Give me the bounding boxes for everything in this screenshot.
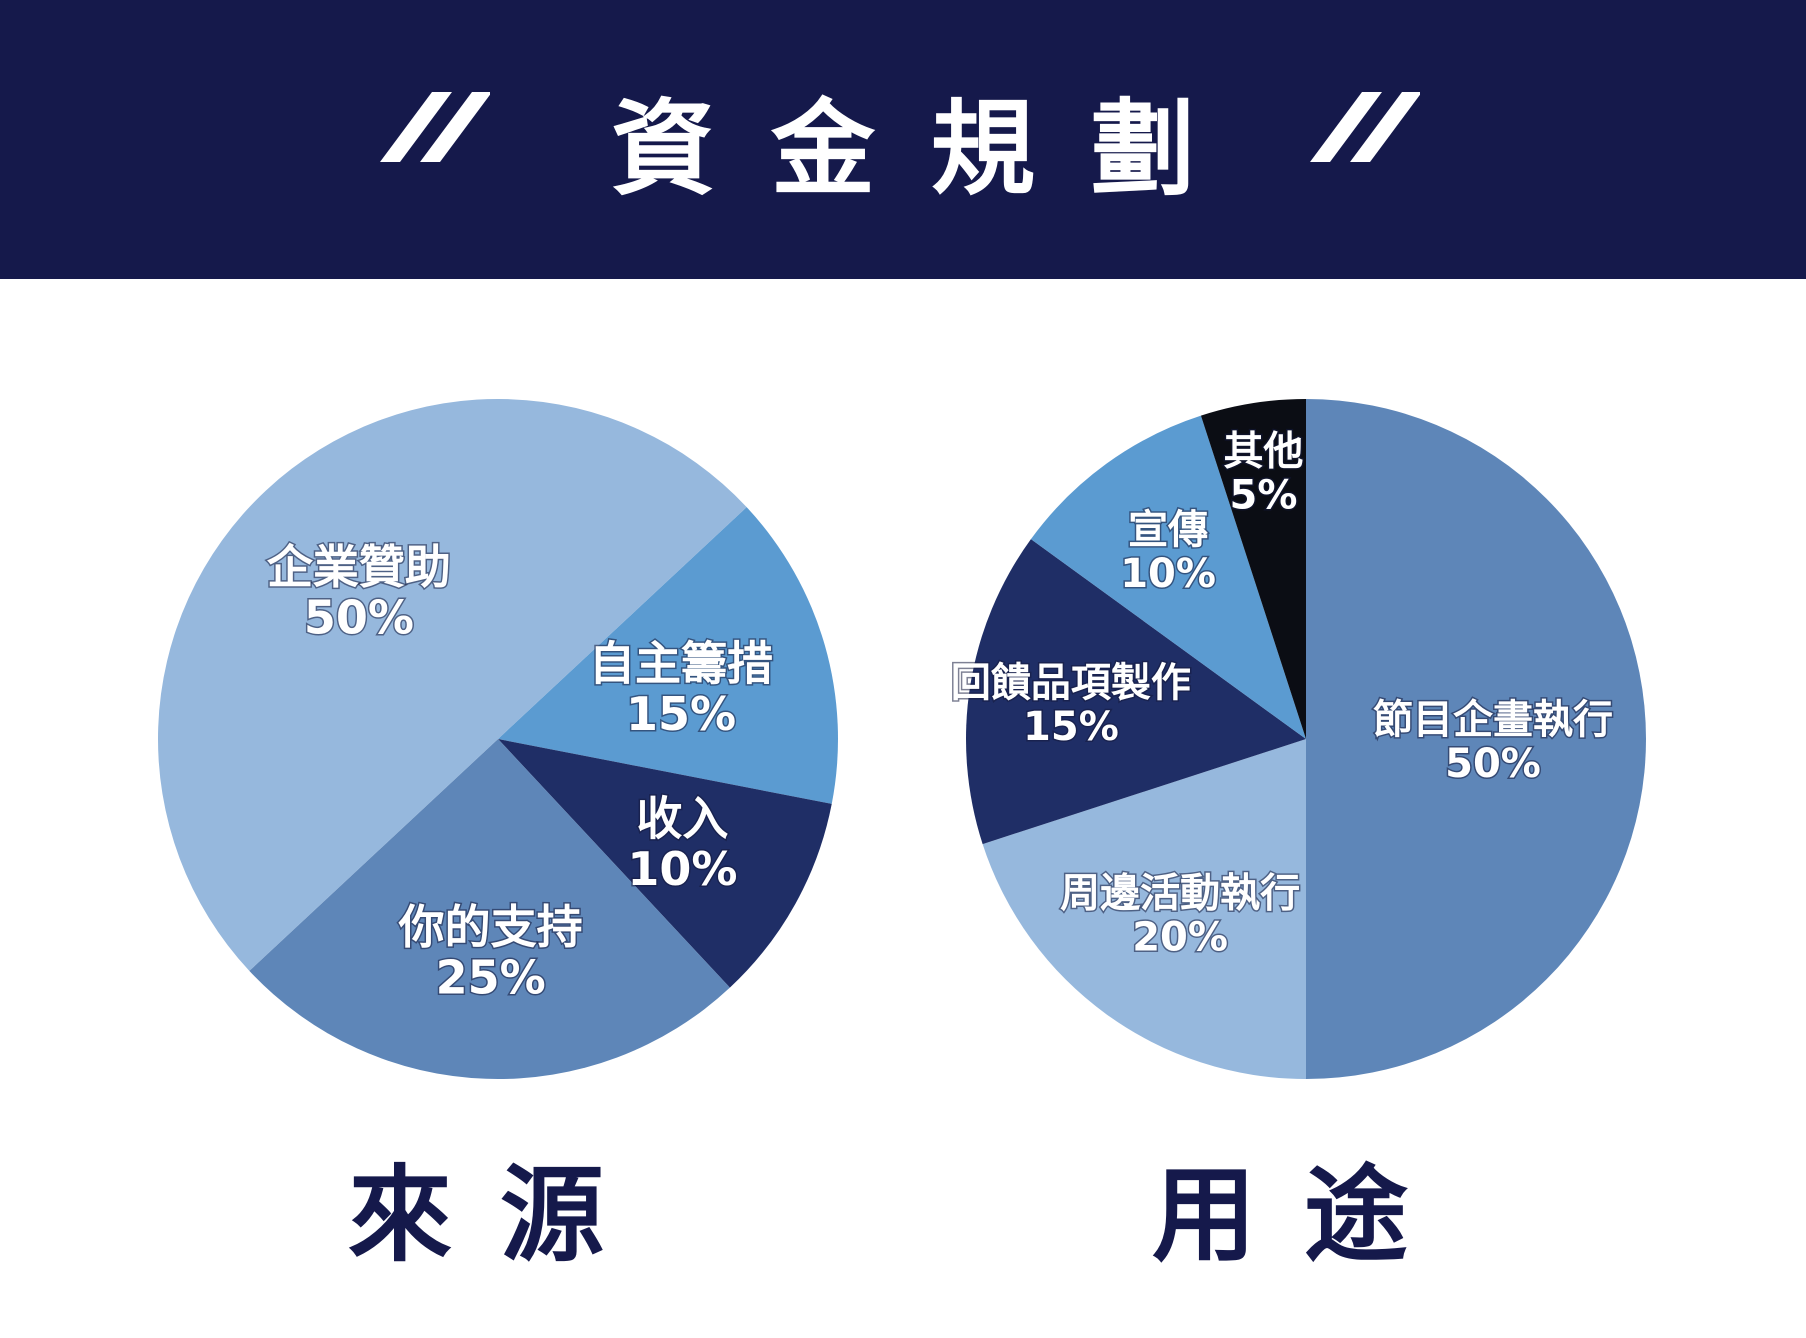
pie-charts: 自主籌措15%收入10%你的支持25%企業贊助50%節目企畫執行50%周邊活動執…	[158, 399, 1646, 1080]
pie-slice-percent: 15%	[1023, 704, 1119, 750]
usage-caption: 用途	[1151, 1154, 1456, 1276]
pie-slice	[158, 399, 747, 971]
pie-slice	[249, 739, 730, 1080]
source-caption: 來源	[347, 1154, 652, 1276]
pie-slice-label: 周邊活動執行	[1060, 870, 1300, 916]
pie-slice-percent: 5%	[1229, 472, 1297, 518]
pie-slice-label: 其他	[1223, 428, 1303, 474]
right-slashes-decoration	[1310, 92, 1420, 172]
pie-slice-percent: 25%	[436, 950, 546, 1004]
pie-slice-percent: 15%	[626, 687, 736, 741]
pie-slice-label: 節目企畫執行	[1373, 697, 1613, 743]
pie-slice	[498, 739, 832, 988]
left-slashes-decoration	[380, 92, 490, 172]
pie-slice-label: 企業贊助	[267, 540, 451, 594]
pie-slice-label: 你的支持	[398, 900, 583, 954]
pie-slice	[966, 539, 1306, 845]
pie-slice	[982, 739, 1306, 1079]
pie-slice-percent: 50%	[1445, 741, 1541, 787]
pie-slice-label: 回饋品項製作	[951, 660, 1191, 706]
pie-slice	[1030, 415, 1306, 739]
pie-slice	[1200, 399, 1306, 739]
pie-slice-label: 收入	[636, 791, 728, 845]
header-banner	[0, 0, 1806, 279]
pie-slice	[1306, 399, 1646, 1079]
pie-slice-percent: 50%	[304, 591, 414, 645]
pie-slice-label: 自主籌措	[589, 637, 773, 691]
pie-slice-percent: 20%	[1132, 914, 1228, 960]
pie-slice-percent: 10%	[1120, 551, 1216, 597]
page-title: 資金規劃	[610, 88, 1251, 210]
pie-slice-label: 宣傳	[1128, 507, 1208, 553]
pie-slice	[498, 507, 839, 804]
pie-slice-percent: 10%	[627, 842, 737, 896]
